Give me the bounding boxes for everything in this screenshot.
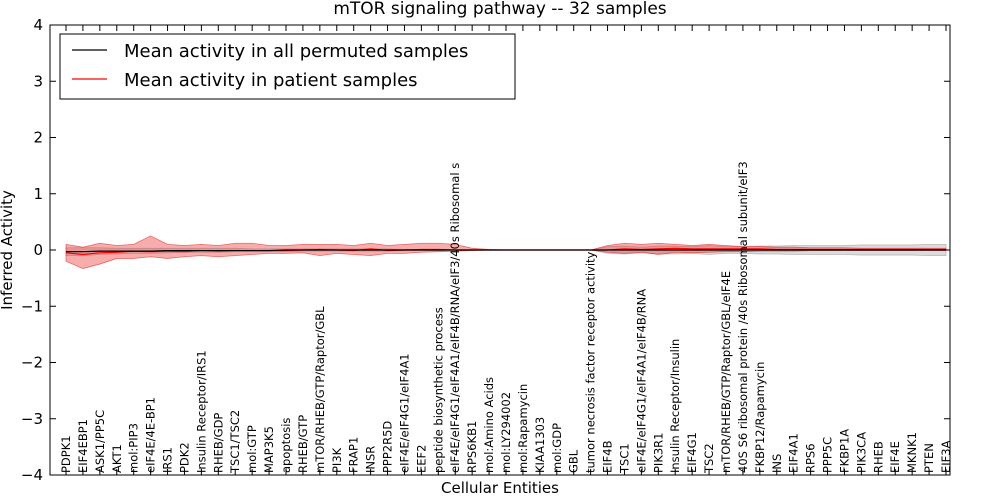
y-tick-label: 4 [33,16,43,34]
x-tick-label: mol:Amino Acids [482,377,496,473]
x-tick-label: EIF4EBP1 [76,419,90,473]
y-tick-label: −2 [21,354,43,372]
x-tick-label: MAP3K5 [262,426,276,473]
y-axis: 4 3 2 1 0 −1 −2 −3 −4 [21,16,950,484]
y-tick-label: −1 [21,297,43,315]
x-tick-label: eIF4E/eIF4G1/eIF4A1/eIF4B/RNA [634,289,648,473]
chart-title: mTOR signaling pathway -- 32 samples [333,0,666,19]
x-tick-label: EIF4A1 [787,433,801,473]
legend-box [59,33,516,100]
x-tick-label: RHEB/GDP [211,413,225,473]
x-tick-label: INS [770,454,784,473]
x-tick-label: RPS6 [804,443,818,473]
confidence-bands [65,235,947,269]
x-tick-label: eIF4E/eIF4G1/eIF4A1/eIF4B/RNA/eIF3/40s R… [448,163,462,473]
y-axis-label: Inferred Activity [0,190,16,310]
x-tick-label: Insulin Receptor/IRS1 [194,350,208,473]
legend: Mean activity in all permuted samples Me… [59,33,516,100]
x-tick-label: TSC1 [617,443,631,474]
y-tick-label: 3 [33,72,43,90]
x-tick-label: FKBP12/Rapamycin [753,362,767,473]
x-tick-label: INSR [364,446,378,473]
x-axis: PDPK1 EIF4EBP1 ASK1/PP5C AKT1 mol:PIP3 eIF4E/… [59,25,953,475]
x-tick-label: IRS1 [161,447,175,473]
x-axis-label: Cellular Entities [441,479,559,497]
legend-label-patient: Mean activity in patient samples [124,70,418,91]
x-tick-label: mol:LY294002 [499,392,513,473]
x-tick-label: GBL [567,449,581,473]
x-tick-label: AKT1 [110,444,124,473]
series-line-permuted [66,249,946,253]
x-tick-label: apoptosis [279,418,293,473]
x-tick-label: PDK2 [177,442,191,473]
x-tick-label: EEF2 [414,445,428,473]
y-tick-label: −4 [21,466,43,484]
x-tick-label: ASK1/PP5C [93,410,107,473]
x-tick-label: eIF4E/eIF4G1/eIF4A1 [397,353,411,473]
y-tick-label: 2 [33,129,43,147]
x-tick-label: PIK3R1 [651,433,665,474]
x-tick-label: TSC2 [702,443,716,474]
series-lines [65,247,946,256]
y-tick-label: 1 [33,185,43,203]
x-tick-label: PTEN [922,443,936,473]
y-tick-label: 0 [33,241,43,259]
x-tick-label: EIF4G1 [685,432,699,473]
x-tick-label: PPP2R5D [381,421,395,473]
x-tick-label: tumor necrosis factor receptor activity [584,251,598,473]
x-tick-label: RHEB/GTP [296,415,310,473]
y-tick-label: −3 [21,410,43,428]
x-tick-label: EIF3A [939,440,953,473]
x-tick-label: FRAP1 [347,437,361,473]
x-tick-label: mol:GDP [550,423,564,473]
x-tick-label: mol:Rapamycin [516,384,530,473]
x-tick-label: TSC1/TSC2 [228,410,242,474]
legend-label-permuted: Mean activity in all permuted samples [124,41,468,62]
x-tick-label: EIF4B [601,440,615,473]
x-tick-label: mol:PIP3 [127,423,141,473]
x-tick-label: MKNK1 [905,432,919,473]
x-tick-label: mTOR/RHEB/GTP/Raptor/GBL [313,306,327,473]
x-tick-label: PPP5C [821,437,835,473]
x-tick-label: RHEB [871,441,885,473]
x-tick-label: PI3K [330,447,344,473]
x-tick-label: FKBP1A [837,429,851,473]
x-tick-label: mTOR/RHEB/GTP/Raptor/GBL/eIF4E [719,271,733,473]
x-tick-label: Insulin Receptor/Insulin [668,339,682,473]
x-tick-label: mol:GTP [245,425,259,473]
x-tick-label: RPS6KB1 [465,421,479,473]
x-tick-label: eIF4E/4E-BP1 [144,397,158,473]
x-tick-label: PDPK1 [59,435,73,473]
x-tick-label: peptide biosynthetic process [431,307,445,473]
x-tick-label: PIK3CA [854,432,868,473]
x-tick-label: KIAA1303 [533,417,547,473]
x-tick-label: 40S S6 ribosomal protein /40s Ribosomal … [736,161,750,473]
x-tick-label: EIF4E [888,441,902,473]
